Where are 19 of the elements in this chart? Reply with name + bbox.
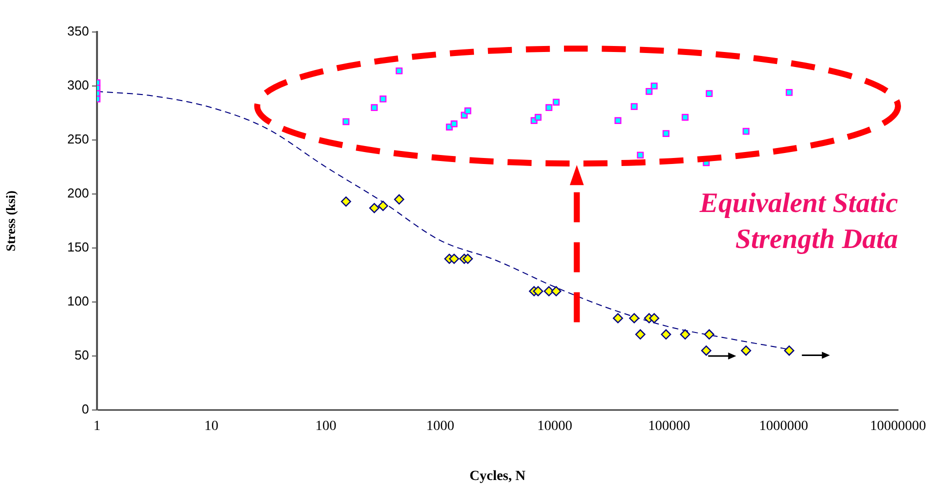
x-tick-label: 10000000 xyxy=(870,419,926,434)
x-tick-label: 1000 xyxy=(426,419,454,434)
y-tick-label: 100 xyxy=(67,294,89,309)
x-tick-label: 1 xyxy=(94,419,100,434)
annotation: Equivalent Static Strength Data xyxy=(698,187,898,257)
y-tick-label: 350 xyxy=(67,24,89,39)
y-tick-label: 150 xyxy=(67,240,89,255)
x-tick-label: 100 xyxy=(315,419,336,434)
y-tick-label: 250 xyxy=(67,132,89,147)
y-tick-label: 0 xyxy=(82,402,89,417)
x-tick-label: 1000000 xyxy=(759,419,808,434)
x-tick-label: 100000 xyxy=(648,419,690,434)
y-tick-label: 50 xyxy=(74,348,89,363)
y-axis-title: Stress (ksi) xyxy=(3,190,18,252)
x-tick-label: 10000 xyxy=(537,419,572,434)
x-tick-label: 10 xyxy=(204,419,218,434)
x-axis-title: Cycles, N xyxy=(470,469,526,484)
y-tick-label: 200 xyxy=(67,186,89,201)
y-tick-label: 300 xyxy=(67,78,89,93)
